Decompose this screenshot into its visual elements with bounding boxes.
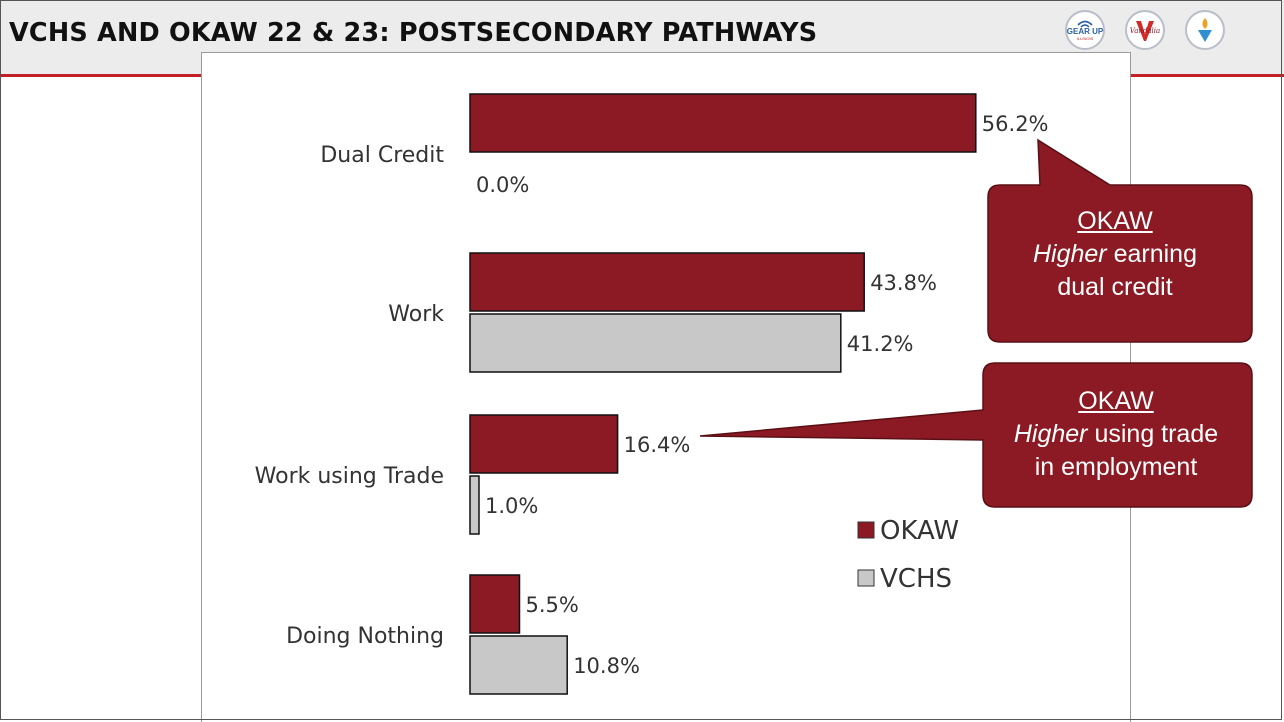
category-label: Doing Nothing [286, 624, 444, 649]
callout-bubble-trade [699, 362, 1253, 508]
legend-swatch-vchs [857, 569, 875, 587]
page-title: VCHS AND OKAW 22 & 23: POSTSECONDARY PAT… [9, 18, 818, 48]
callout-line3: dual credit [1057, 273, 1173, 301]
category-label: Work using Trade [255, 464, 444, 489]
data-label: 10.8% [573, 654, 640, 678]
callout-line: Higher earning [990, 238, 1240, 271]
bar-okaw [469, 574, 521, 634]
bar-vchs [469, 635, 568, 695]
gear-up-logo: GEAR UP ILLINOIS [1065, 10, 1105, 50]
data-label: 1.0% [485, 494, 538, 518]
legend-swatch-okaw [857, 521, 875, 539]
data-label: 56.2% [982, 112, 1049, 136]
bar-okaw [469, 252, 865, 312]
callout-emphasis: Higher [1013, 420, 1088, 448]
bar-vchs [469, 313, 842, 373]
callout-line: Higher using trade [985, 418, 1247, 451]
legend-label: OKAW [880, 516, 959, 546]
gearup-logo-subtext: ILLINOIS [1077, 36, 1094, 41]
vandalia-logo: Vandalia [1125, 10, 1165, 50]
bar-okaw [469, 93, 977, 153]
callout-bubble-dual-credit [987, 138, 1253, 343]
callout-line3: in employment [1034, 453, 1198, 481]
callout-dual-credit: OKAW Higher earning dual credit [990, 205, 1240, 304]
bar-okaw [469, 414, 619, 474]
category-label: Dual Credit [320, 143, 444, 168]
bar-vchs [469, 475, 480, 535]
gearup-logo-text: GEAR UP [1067, 27, 1103, 36]
data-label: 43.8% [870, 271, 937, 295]
chart-frame [201, 52, 1131, 722]
data-label: 41.2% [847, 332, 914, 356]
callout-text: earning [1113, 240, 1197, 268]
data-label: 5.5% [526, 593, 579, 617]
legend-label: VCHS [880, 564, 952, 594]
callout-emphasis: Higher [1032, 240, 1107, 268]
torch-logo [1185, 10, 1225, 50]
vandalia-logo-text: Vandalia [1130, 27, 1160, 35]
callout-title: OKAW [1078, 387, 1154, 415]
category-label: Work [388, 302, 444, 327]
data-label: 0.0% [476, 173, 529, 197]
callout-trade: OKAW Higher using trade in employment [985, 385, 1247, 484]
data-label: 16.4% [624, 433, 691, 457]
callout-title: OKAW [1077, 207, 1153, 235]
callout-text: using trade [1094, 420, 1219, 448]
